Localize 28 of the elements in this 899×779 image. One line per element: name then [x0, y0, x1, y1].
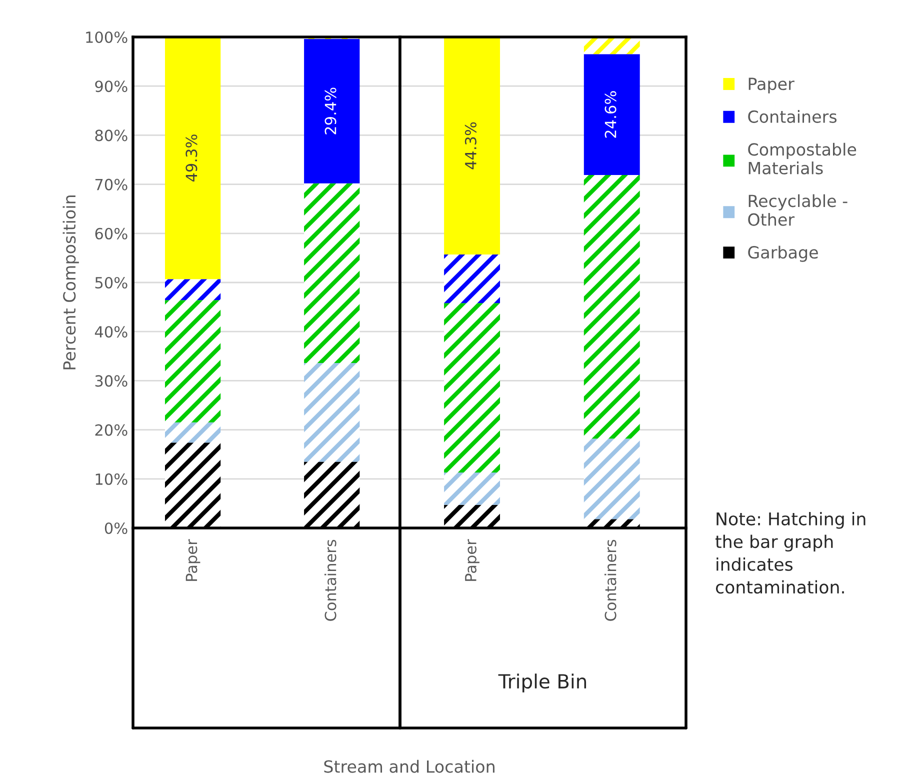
x-tick-label: Containers [604, 540, 616, 621]
y-tick-label: 70% [95, 178, 128, 190]
y-tick-label: 10% [96, 473, 128, 485]
y-tick-label: 50% [95, 276, 128, 289]
text: Garbage [748, 246, 818, 262]
x-tick-label: Paper [186, 539, 200, 581]
y-tick-label: 20% [95, 424, 128, 436]
y-tick-label: 60% [95, 228, 128, 240]
legend-label: Paper [748, 78, 794, 94]
x-tick-label: Paper [465, 539, 480, 581]
data-label: 49.3% [186, 134, 198, 182]
x-axis-title: Triple Bin [498, 674, 586, 692]
data-label: 29.4% [324, 88, 336, 134]
data-label: 24.6% [604, 91, 616, 138]
data-label: 44.3% [464, 122, 476, 170]
text: Compostable Materials [748, 142, 856, 174]
y-tick-label: 100% [86, 31, 128, 44]
y-tick-label: 90% [95, 80, 128, 92]
x-tick-label: Containers [324, 540, 336, 621]
legend-label: Containers [748, 110, 837, 123]
y-tick-label: 80% [95, 130, 128, 142]
y-axis-title: Percent Compositioin [62, 196, 79, 370]
text: Recyclable - Other [748, 194, 848, 226]
y-tick-label: 30% [95, 375, 128, 387]
text: Note: Hatching in the bar graph indicates contamination. [715, 512, 866, 594]
y-tick-label: 40% [94, 326, 128, 338]
x-axis-title: Stream and Location [324, 760, 494, 773]
y-tick-label: 0% [104, 522, 128, 534]
